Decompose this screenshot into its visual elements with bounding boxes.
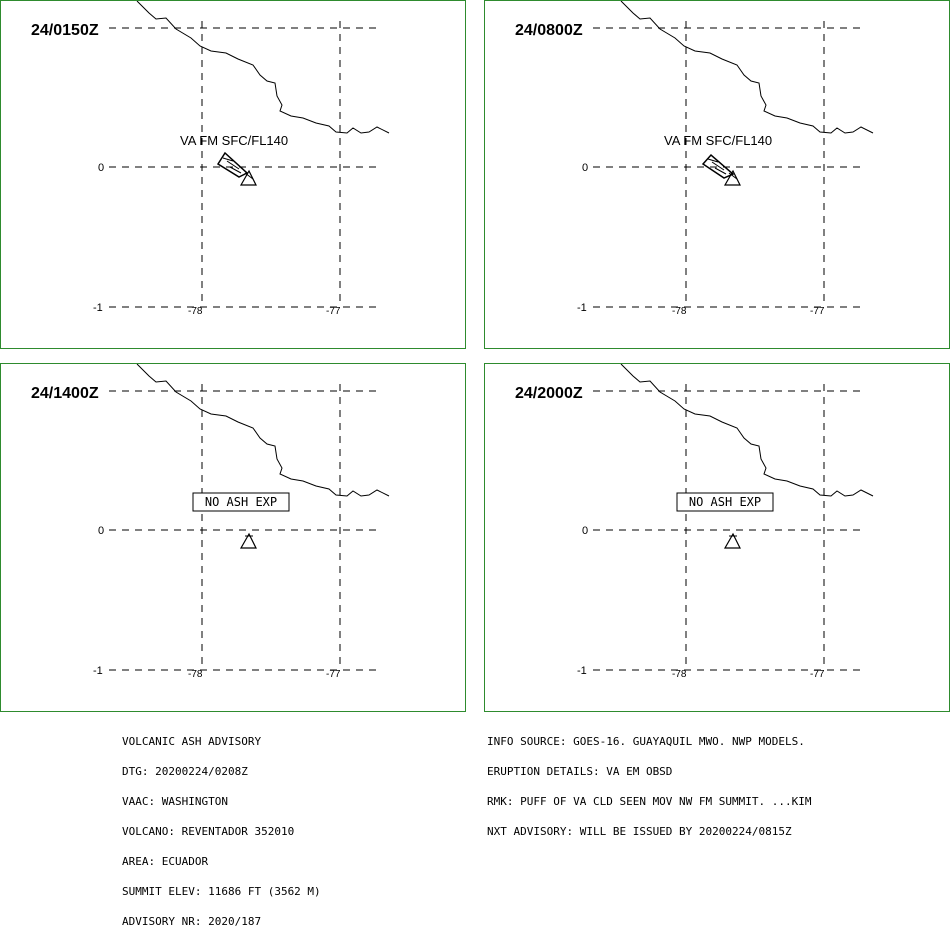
volcano-triangle-icon	[239, 532, 257, 549]
forecast-panel-4: NO ASH EXP 24/2000Z 0 -1 -78 -77	[484, 363, 950, 712]
no-ash-box	[192, 492, 290, 512]
va-label: VA FM SFC/FL140	[664, 133, 772, 148]
ash-hatch	[707, 158, 727, 175]
coastline	[620, 364, 874, 497]
volcano-summit-tick	[244, 172, 254, 180]
map-svg-2: 24/0800Z VA FM SFC/FL140 0 -1 -78 -77	[515, 1, 874, 317]
advisory-line: INFO SOURCE: GOES-16. GUAYAQUIL MWO. NWP…	[487, 735, 805, 748]
advisory-left-block: VOLCANIC ASH ADVISORY DTG: 20200224/0208…	[122, 717, 321, 937]
coastline	[136, 364, 390, 497]
lon-label-m78: -78	[188, 669, 203, 680]
volcano-summit-tick	[728, 172, 738, 180]
map-svg-3: NO ASH EXP 24/1400Z 0 -1 -78 -77	[31, 364, 390, 680]
advisory-line: VOLCANO: REVENTADOR 352010	[122, 825, 295, 838]
advisory-line: ADVISORY NR: 2020/187	[122, 915, 262, 928]
no-ash-label: NO ASH EXP	[205, 495, 277, 509]
advisory-line: DTG: 20200224/0208Z	[122, 765, 248, 778]
panel-time-label: 24/1400Z	[31, 385, 99, 402]
advisory-line: SUMMIT ELEV: 11686 FT (3562 M)	[122, 885, 321, 898]
lon-label-m78: -78	[672, 306, 687, 317]
va-label: VA FM SFC/FL140	[180, 133, 288, 148]
lon-label-m77: -77	[810, 669, 825, 680]
advisory-line: VAAC: WASHINGTON	[122, 795, 228, 808]
lat-label-m1: -1	[93, 302, 103, 314]
lon-label-m78: -78	[672, 669, 687, 680]
lat-label-0: 0	[98, 525, 104, 537]
panel-time-label: 24/0150Z	[31, 22, 99, 39]
advisory-line: VOLCANIC ASH ADVISORY	[122, 735, 262, 748]
lat-label-0: 0	[582, 162, 588, 174]
volcano-triangle-icon	[723, 532, 741, 549]
forecast-panel-3: NO ASH EXP 24/1400Z 0 -1 -78 -77	[0, 363, 466, 712]
advisory-line: NXT ADVISORY: WILL BE ISSUED BY 20200224…	[487, 825, 792, 838]
lon-label-m78: -78	[188, 306, 203, 317]
lon-label-m77: -77	[326, 669, 341, 680]
forecast-panel-1: 24/0150Z VA FM SFC/FL140 0 -1 -78 -77	[0, 0, 466, 349]
advisory-line: ERUPTION DETAILS: VA EM OBSD	[487, 765, 673, 778]
lat-label-m1: -1	[93, 665, 103, 677]
volcano-triangle-icon	[239, 169, 257, 186]
coastline	[136, 1, 390, 134]
coastline	[620, 1, 874, 134]
lat-label-m1: -1	[577, 665, 587, 677]
ash-hatch	[222, 157, 242, 174]
advisory-line: AREA: ECUADOR	[122, 855, 209, 868]
lon-label-m77: -77	[326, 306, 341, 317]
advisory-right-block: INFO SOURCE: GOES-16. GUAYAQUIL MWO. NWP…	[487, 717, 812, 847]
volcano-triangle-icon	[723, 169, 741, 186]
lon-label-m77: -77	[810, 306, 825, 317]
map-svg-4: NO ASH EXP 24/2000Z 0 -1 -78 -77	[515, 364, 874, 680]
lat-label-0: 0	[582, 525, 588, 537]
advisory-line: RMK: PUFF OF VA CLD SEEN MOV NW FM SUMMI…	[487, 795, 812, 808]
no-ash-box	[676, 492, 774, 512]
lat-label-0: 0	[98, 162, 104, 174]
ash-polygon	[216, 151, 249, 178]
no-ash-label: NO ASH EXP	[689, 495, 761, 509]
ash-polygon	[701, 153, 735, 179]
map-svg-1: 24/0150Z VA FM SFC/FL140 0 -1 -78 -77	[31, 1, 390, 317]
lat-label-m1: -1	[577, 302, 587, 314]
panel-time-label: 24/2000Z	[515, 385, 583, 402]
panel-time-label: 24/0800Z	[515, 22, 583, 39]
forecast-panel-2: 24/0800Z VA FM SFC/FL140 0 -1 -78 -77	[484, 0, 950, 349]
